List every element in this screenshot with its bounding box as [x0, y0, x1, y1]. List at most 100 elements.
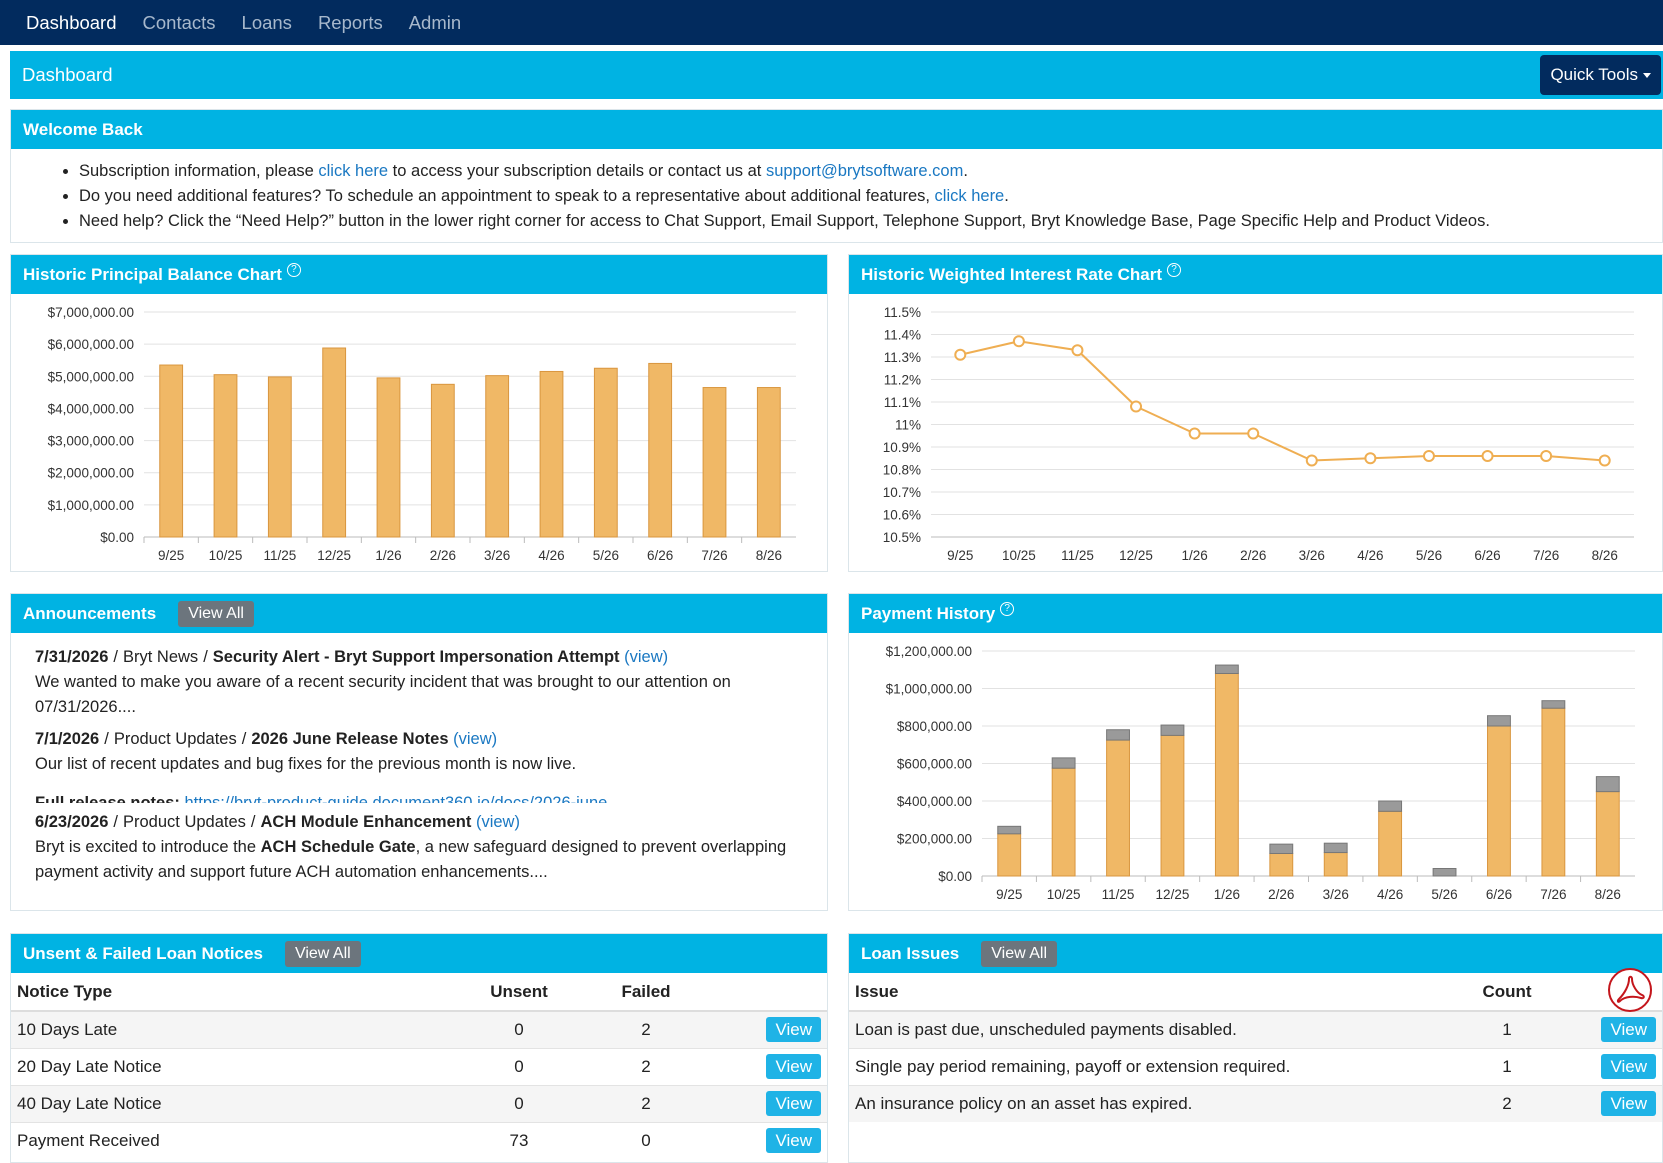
announcement-title: ACH Module Enhancement [260, 813, 472, 831]
view-link[interactable]: (view) [475, 813, 520, 831]
x-tick-label: 2/26 [1240, 548, 1266, 563]
welcome-panel: Welcome Back Subscription information, p… [10, 109, 1663, 243]
column-header: Count [1421, 973, 1593, 1012]
body-text: Our list of recent updates and bug fixes… [35, 755, 577, 773]
panel-header: Historic Principal Balance Chart? [11, 255, 827, 294]
nav-item[interactable]: Dashboard [26, 11, 117, 33]
x-tick-label: 6/26 [1474, 548, 1500, 563]
body-text: Bryt is excited to introduce the [35, 838, 261, 856]
separator: / [250, 813, 256, 831]
y-tick-label: 11.3% [884, 350, 921, 365]
view-button[interactable]: View [766, 1128, 821, 1153]
x-tick-label: 4/26 [1377, 887, 1403, 902]
view-link[interactable]: (view) [624, 648, 669, 666]
header-row: Notice Type Unsent Failed [11, 973, 827, 1012]
help-icon[interactable]: ? [1167, 262, 1182, 277]
separator: / [113, 648, 118, 666]
help-icon[interactable]: ? [286, 262, 301, 277]
separator: / [203, 648, 208, 666]
x-tick-label: 12/25 [1119, 548, 1153, 563]
bar-segment [1051, 767, 1076, 877]
row: 40 Day Late Notice 0 2 View [11, 1085, 827, 1123]
x-tick-label: 9/25 [158, 548, 184, 563]
announcement-category: Product Updates [123, 813, 246, 831]
principal-panel: Historic Principal Balance Chart? $0.00 $… [10, 254, 828, 572]
link[interactable]: click here [934, 187, 1005, 205]
x-tick-label: 6/26 [1486, 887, 1512, 902]
link[interactable]: support@brytsoftware.com [765, 162, 964, 180]
link[interactable]: click here [318, 162, 389, 180]
bar [593, 367, 618, 538]
y-tick-label: 10.7% [883, 485, 921, 500]
point [1247, 427, 1260, 440]
x-tick-label: 2/26 [430, 548, 456, 563]
view-link[interactable]: (view) [453, 730, 498, 748]
y-tick-label: 11.4% [884, 328, 921, 343]
view-button[interactable]: View [766, 1091, 821, 1116]
cell: 2 [585, 1048, 707, 1086]
body-text: We wanted to make you aware of a recent … [35, 673, 731, 716]
x-tick-label: 1/26 [375, 548, 401, 563]
view-button[interactable]: View [1601, 1017, 1656, 1042]
x-tick-label: 12/25 [317, 548, 351, 563]
welcome-item: Need help? Click the “Need Help?” button… [79, 209, 1662, 234]
column-header: Failed [585, 973, 707, 1012]
announcement: 7/31/2026/Bryt News / Security Alert - Bry… [35, 645, 803, 720]
announcement-body: We wanted to make you aware of a recent … [35, 670, 803, 720]
bar-segment [1378, 800, 1403, 812]
cell: 73 [453, 1122, 585, 1159]
view-button[interactable]: View [1601, 1091, 1656, 1116]
pdf-icon[interactable] [1607, 967, 1653, 1013]
announcement: 7/1/2026/Product Updates/2026 June Relea… [35, 727, 803, 803]
nav-item[interactable]: Reports [317, 11, 383, 33]
view-all-button[interactable]: View All [981, 940, 1057, 967]
nav-item[interactable]: Admin [408, 11, 462, 33]
nav-item[interactable]: Contacts [142, 11, 216, 33]
bar-segment [1160, 724, 1185, 736]
y-tick-label: $3,000,000.00 [48, 434, 134, 449]
point [1422, 450, 1435, 462]
point [1364, 452, 1377, 465]
bar-segment [1160, 734, 1185, 877]
x-tick-label: 7/26 [1540, 887, 1566, 902]
header-row: Issue Count [849, 973, 1662, 1012]
column-header [707, 973, 827, 1012]
text: . [963, 162, 968, 180]
view-all-button[interactable]: View All [284, 940, 361, 967]
bar-segment [1269, 843, 1294, 854]
action-cell: View [1593, 1085, 1662, 1122]
view-button[interactable]: View [766, 1054, 821, 1079]
panel-header: Payment History? [849, 594, 1662, 633]
cell: 40 Day Late Notice [11, 1085, 453, 1123]
panel-title: Historic Weighted Interest Rate Chart [861, 264, 1163, 284]
y-tick-label: $1,200,000.00 [886, 644, 972, 659]
bar-segment [1323, 842, 1348, 854]
x-tick-label: 11/25 [1102, 887, 1135, 902]
text: . [1004, 187, 1009, 205]
x-tick-label: 12/25 [1156, 887, 1190, 902]
point [1130, 400, 1143, 413]
announcement-category: Product Updates [113, 730, 237, 748]
x-tick-label: 6/26 [647, 548, 673, 563]
cell: 2 [585, 1085, 707, 1123]
announcement-date: 6/23/2026 [35, 813, 109, 831]
view-all-button[interactable]: View All [178, 600, 254, 627]
help-icon[interactable]: ? [1000, 601, 1015, 616]
chart: 10.5% 10.6% 10.7% 10.8% 10.9% 11% 11.1% 11.2% 11… [883, 305, 1634, 563]
text: Need help? Click the “Need Help?” button… [79, 212, 1490, 230]
point [954, 348, 967, 361]
bar [702, 387, 727, 538]
point [1598, 454, 1611, 467]
view-button[interactable]: View [766, 1017, 821, 1042]
bar-segment [1214, 673, 1239, 877]
announcement-heading: 7/1/2026/Product Updates/2026 June Relea… [35, 727, 803, 752]
release-notes-link[interactable]: https://bryt-product-guide.document360.i… [184, 794, 608, 803]
nav-item[interactable]: Loans [241, 11, 292, 33]
cell: Loan is past due, unscheduled payments d… [849, 1010, 1421, 1049]
page-title: Dashboard [22, 64, 113, 85]
x-tick-label: 8/26 [1595, 887, 1621, 902]
quick-tools-button[interactable]: Quick Tools [1540, 55, 1661, 95]
panel-header: Historic Weighted Interest Rate Chart? [849, 255, 1662, 294]
view-button[interactable]: View [1601, 1054, 1656, 1079]
